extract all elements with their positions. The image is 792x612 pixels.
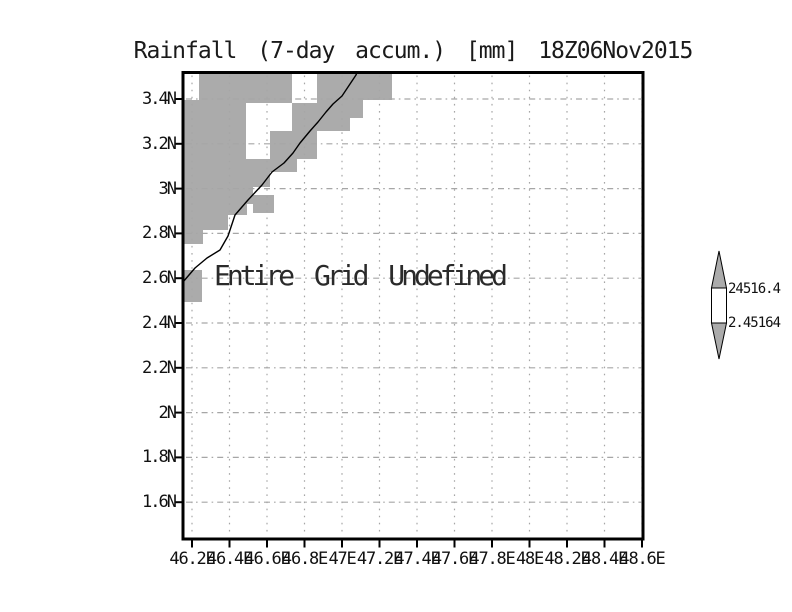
- y-axis-tick-label: 1.8N: [142, 447, 177, 468]
- x-axis-tick-label: 48E: [515, 549, 544, 569]
- undefined-mask-cell: [253, 195, 274, 213]
- x-axis-tick-label: 48.2E: [544, 549, 590, 569]
- chart-title: Rainfall (7-day accum.) [mm] 18Z06Nov201…: [133, 38, 694, 64]
- undefined-grid-annotation: Entire Grid Undefined: [214, 259, 508, 292]
- y-axis-tick-label: 2.6N: [142, 268, 177, 289]
- x-axis-tick-label: 47.2E: [356, 549, 403, 569]
- y-axis-tick-label: 3N: [158, 178, 177, 199]
- x-axis-tick-label: 46.2E: [169, 549, 215, 569]
- undefined-mask-cell: [184, 270, 202, 302]
- colorbar-box: [711, 287, 727, 324]
- colorbar-upper-label: 24516.4: [728, 281, 781, 297]
- plot-border: [181, 71, 645, 541]
- x-axis-tick-label: 47.6E: [431, 549, 478, 569]
- y-axis-tick-label: 3.2N: [142, 133, 177, 154]
- x-axis-tick-label: 46.8E: [281, 549, 328, 569]
- colorbar-upper-arrow: [710, 250, 728, 289]
- x-axis-tick-label: 48.6E: [619, 549, 665, 569]
- mask-cutout-cell: [246, 131, 270, 159]
- x-axis-tick-label: 48.4E: [581, 549, 628, 569]
- y-axis-tick-label: 1.6N: [142, 492, 177, 513]
- mask-cutout-cell: [246, 103, 292, 131]
- y-axis-tick-label: 3.4N: [142, 89, 177, 109]
- colorbar-lower-arrow: [710, 322, 728, 360]
- y-axis-tick-label: 2.8N: [142, 223, 177, 244]
- x-axis-tick-label: 46.6E: [244, 549, 290, 569]
- y-axis-tick-label: 2.4N: [142, 313, 177, 333]
- x-axis-tick-label: 47.4E: [394, 549, 440, 569]
- colorbar-lower-label: 2.45164: [728, 315, 781, 331]
- x-axis-tick-label: 47.8E: [469, 549, 515, 569]
- y-axis-tick-label: 2N: [158, 402, 177, 423]
- x-axis-tick-label: 47E: [328, 549, 356, 569]
- coastline: [182, 71, 358, 283]
- y-axis-tick-label: 2.2N: [142, 357, 177, 378]
- x-axis-tick-label: 46.4E: [206, 549, 253, 569]
